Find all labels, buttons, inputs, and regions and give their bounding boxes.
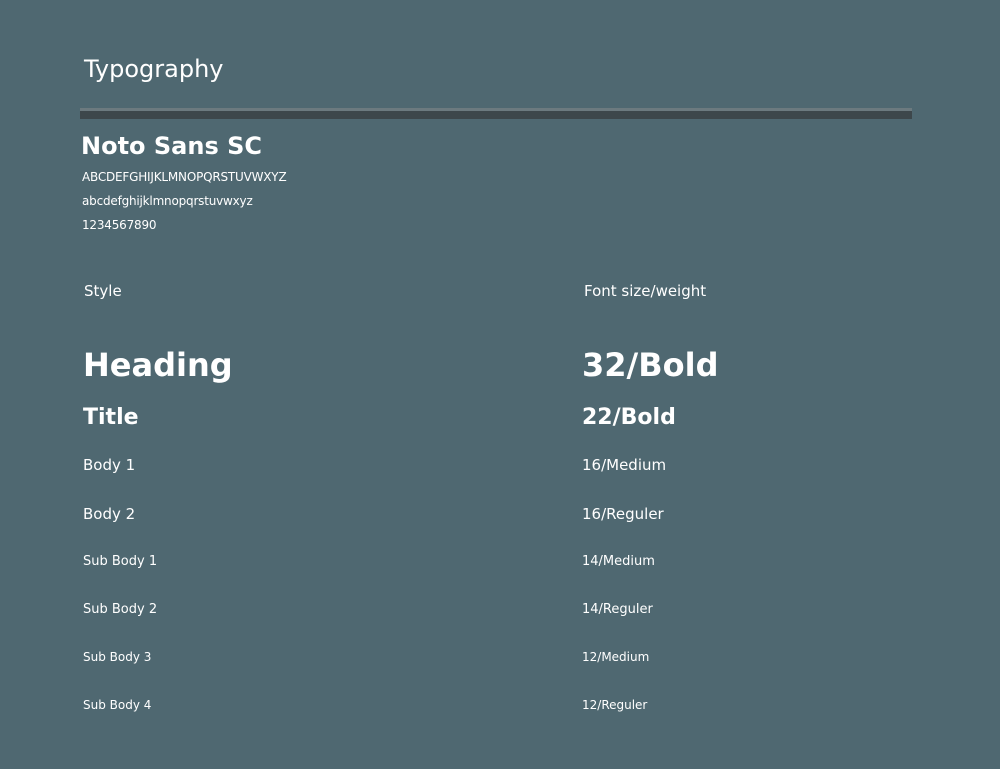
specimen-uppercase: ABCDEFGHIJKLMNOPQRSTUVWXYZ: [82, 170, 287, 184]
spec-body-2: 16/Reguler: [582, 505, 664, 523]
column-header-style: Style: [84, 282, 122, 300]
spec-sub-body-1: 14/Medium: [582, 554, 655, 569]
style-sub-body-4: Sub Body 4: [83, 698, 152, 712]
spec-body-1: 16/Medium: [582, 456, 667, 474]
specimen-digits: 1234567890: [82, 218, 157, 232]
spec-sub-body-2: 14/Reguler: [582, 602, 653, 617]
spec-sub-body-3: 12/Medium: [582, 650, 650, 664]
spec-sub-body-4: 12/Reguler: [582, 698, 648, 712]
style-sub-body-3: Sub Body 3: [83, 650, 152, 664]
style-heading: Heading: [83, 346, 233, 384]
style-sub-body-2: Sub Body 2: [83, 602, 158, 617]
style-sub-body-1: Sub Body 1: [83, 554, 158, 569]
page-title: Typography: [84, 55, 224, 83]
style-body-1: Body 1: [83, 456, 136, 474]
style-body-2: Body 2: [83, 505, 136, 523]
column-header-size-weight: Font size/weight: [584, 282, 707, 300]
font-name: Noto Sans SC: [81, 132, 262, 160]
specimen-lowercase: abcdefghijklmnopqrstuvwxyz: [82, 194, 253, 208]
spec-title: 22/Bold: [582, 405, 676, 430]
style-title: Title: [83, 405, 139, 430]
spec-heading: 32/Bold: [582, 346, 719, 384]
header-divider: [80, 108, 912, 119]
